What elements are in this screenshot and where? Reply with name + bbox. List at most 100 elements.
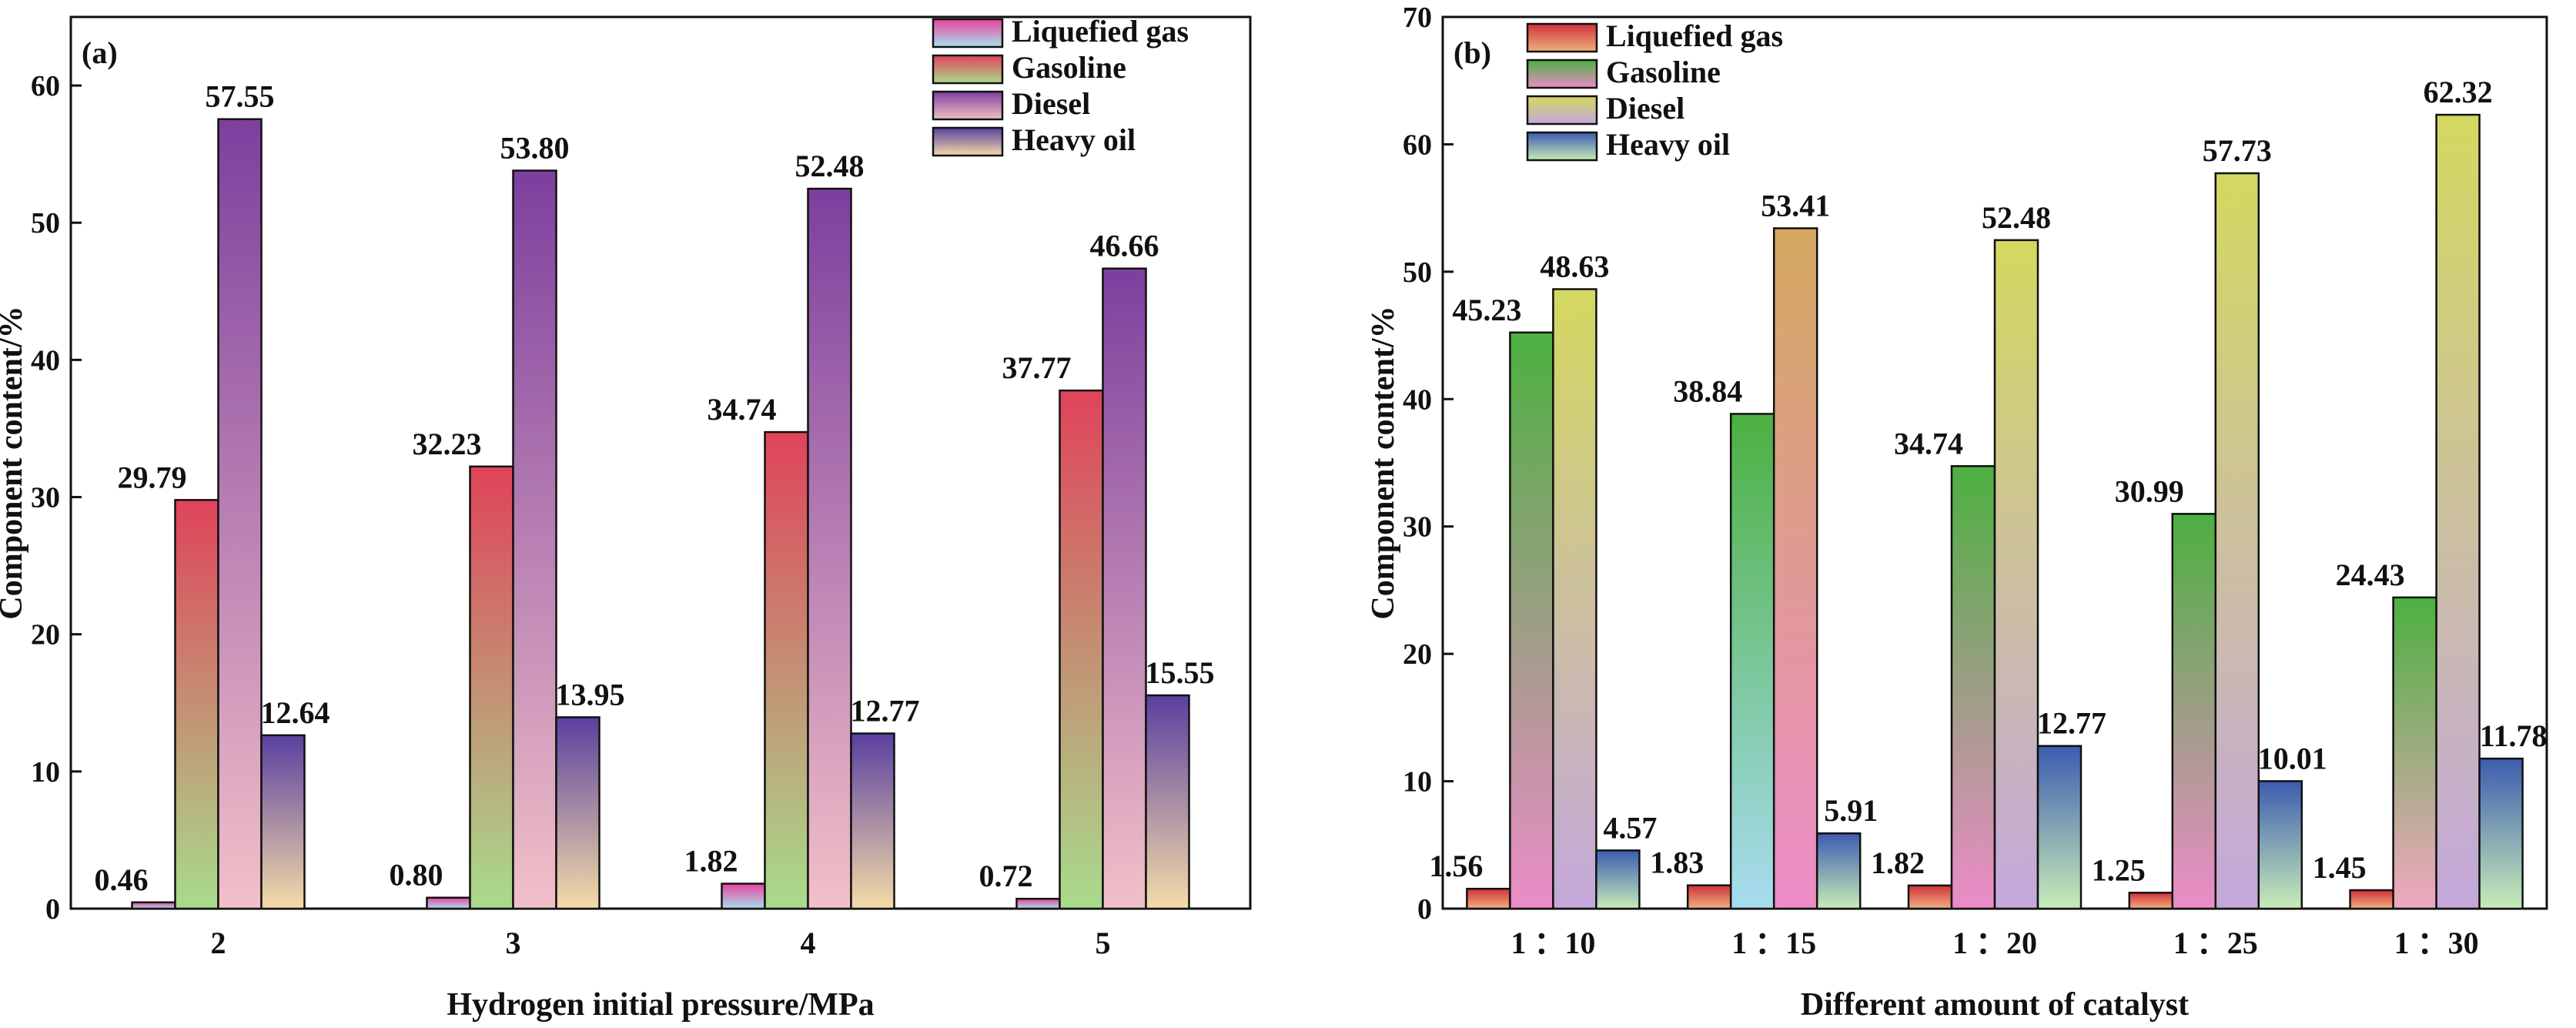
legend-swatch: [1526, 22, 1598, 53]
legend-entry: Gasoline: [1012, 50, 1126, 85]
x-tick-label: 1 ：20: [1952, 926, 2037, 960]
bar: [1815, 832, 1862, 910]
legend-entry: Heavy oil: [1012, 122, 1136, 157]
data-label: 29.79: [118, 460, 187, 494]
y-tick-label: 20: [1403, 638, 1432, 671]
y-tick-label: 60: [1403, 129, 1432, 161]
bar: [174, 499, 219, 910]
data-label: 5.91: [1824, 793, 1878, 828]
data-label: 30.99: [2115, 474, 2184, 508]
data-label: 1.82: [1871, 846, 1925, 880]
y-tick-label: 40: [1403, 383, 1432, 416]
data-label: 53.80: [500, 131, 570, 166]
y-axis-label: Component content/%: [1366, 306, 1401, 619]
bar: [764, 430, 809, 910]
bar: [1466, 887, 1511, 910]
y-axis-label: Component content/%: [0, 306, 29, 619]
data-label: 12.77: [2037, 706, 2106, 741]
y-tick-label: 0: [1417, 893, 1432, 926]
y-tick-label: 20: [31, 619, 60, 651]
bar: [260, 734, 306, 910]
bar: [1950, 465, 1996, 910]
y-tick-label: 30: [1403, 511, 1432, 544]
data-label: 11.78: [2480, 718, 2548, 753]
bar: [807, 187, 852, 910]
bar: [1729, 413, 1775, 910]
bar: [1595, 849, 1641, 910]
bar: [131, 901, 176, 910]
data-label: 48.63: [1540, 249, 1609, 284]
bar: [469, 465, 514, 910]
data-label: 34.74: [1894, 426, 1963, 460]
y-tick-label: 10: [1403, 766, 1432, 799]
data-label: 52.48: [1982, 200, 2051, 235]
data-label: 1.45: [2313, 850, 2367, 885]
bar: [2478, 757, 2524, 910]
bar: [850, 732, 895, 910]
data-label: 0.80: [390, 858, 443, 892]
bar: [2257, 780, 2303, 910]
data-label: 45.23: [1452, 293, 1521, 327]
data-label: 62.32: [2424, 75, 2493, 109]
panel-label: (a): [82, 35, 118, 70]
legend-entry: Diesel: [1012, 86, 1090, 121]
legend-swatch: [932, 18, 1004, 49]
x-tick-label: 2: [211, 926, 226, 960]
data-label: 0.46: [95, 862, 149, 897]
x-tick-label: 4: [801, 926, 816, 960]
bar: [2349, 889, 2394, 910]
data-label: 53.41: [1761, 188, 1830, 223]
bar: [1772, 227, 1818, 910]
data-label: 13.95: [556, 677, 625, 712]
data-label: 32.23: [413, 427, 482, 461]
data-label: 38.84: [1673, 373, 1742, 408]
y-tick-label: 40: [31, 344, 60, 377]
legend-swatch: [932, 90, 1004, 121]
data-label: 4.57: [1603, 810, 1657, 845]
legend-swatch: [1526, 59, 1598, 89]
bar: [1145, 694, 1190, 910]
legend-entry: Liquefied gas: [1606, 18, 1783, 53]
legend-entry: Heavy oil: [1606, 127, 1730, 162]
x-tick-label: 3: [506, 926, 521, 960]
y-tick-label: 50: [31, 207, 60, 239]
data-label: 1.25: [2092, 852, 2146, 887]
bar: [1993, 239, 2039, 910]
bar: [1102, 267, 1147, 910]
y-tick-label: 30: [31, 482, 60, 514]
bar: [2435, 113, 2481, 910]
legend-swatch: [932, 54, 1004, 85]
legend-entry: Gasoline: [1606, 55, 1721, 89]
data-label: 10.01: [2258, 741, 2327, 775]
panel-label: (b): [1454, 35, 1491, 70]
y-tick-label: 70: [1403, 2, 1432, 34]
legend-swatch: [1526, 131, 1598, 162]
x-tick-label: 1 ：15: [1731, 926, 1816, 960]
data-label: 1.83: [1650, 846, 1704, 880]
x-tick-label: 1 ：25: [2173, 926, 2258, 960]
data-label: 37.77: [1002, 350, 1072, 385]
data-label: 15.55: [1146, 655, 1215, 690]
bar: [555, 716, 601, 910]
bar: [1552, 288, 1597, 910]
chart-panel-b: 0 10 20 30 40 50 60 70 Component content/% Differ…: [1366, 2, 2548, 1023]
legend-entry: Liquefied gas: [1012, 14, 1189, 49]
bar: [2392, 596, 2437, 910]
bar: [2036, 745, 2083, 910]
x-axis-label: Different amount of catalyst: [1801, 987, 2189, 1023]
data-label: 1.82: [684, 844, 738, 879]
legend-entry: Diesel: [1606, 91, 1684, 126]
legend-swatch: [1526, 95, 1598, 126]
bar: [217, 118, 263, 910]
data-label: 52.48: [795, 149, 865, 183]
y-tick-label: 50: [1403, 256, 1432, 289]
data-label: 34.74: [708, 392, 777, 427]
x-tick-label: 1 ：30: [2394, 926, 2479, 960]
bar: [1059, 389, 1104, 910]
chart-panel-a: 0 10 20 30 40 50 60 Component content/% Hydrogen…: [0, 14, 1252, 1023]
data-label: 0.72: [979, 859, 1033, 893]
data-label: 1.56: [1429, 849, 1483, 883]
bar: [2128, 892, 2174, 910]
y-tick-label: 10: [31, 756, 60, 789]
bar: [1015, 897, 1061, 910]
